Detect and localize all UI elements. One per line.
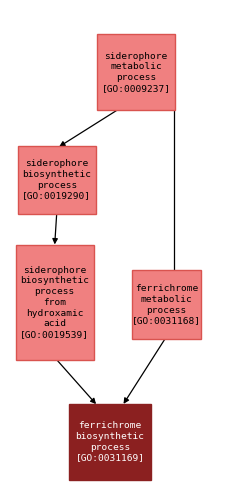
FancyBboxPatch shape xyxy=(16,245,94,360)
FancyBboxPatch shape xyxy=(69,404,151,480)
FancyBboxPatch shape xyxy=(132,271,201,339)
Text: siderophore
metabolic
process
[GO:0009237]: siderophore metabolic process [GO:000923… xyxy=(101,52,171,93)
FancyBboxPatch shape xyxy=(18,146,96,214)
Text: ferrichrome
biosynthetic
process
[GO:0031169]: ferrichrome biosynthetic process [GO:003… xyxy=(76,421,144,462)
Text: siderophore
biosynthetic
process
from
hydroxamic
acid
[GO:0019539]: siderophore biosynthetic process from hy… xyxy=(20,266,89,339)
Text: ferrichrome
metabolic
process
[GO:0031168]: ferrichrome metabolic process [GO:003116… xyxy=(132,284,201,325)
FancyBboxPatch shape xyxy=(97,34,175,110)
Text: siderophore
biosynthetic
process
[GO:0019290]: siderophore biosynthetic process [GO:001… xyxy=(22,159,91,201)
